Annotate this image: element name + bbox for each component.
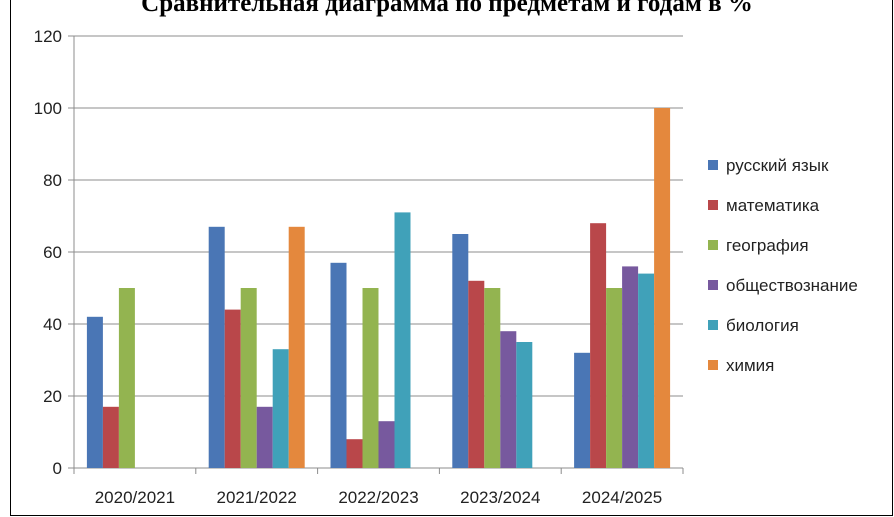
x-axis: 2020/2021 2021/2022 2022/2023 2023/2024 2024…: [73, 467, 684, 507]
legend-label: русский язык: [726, 156, 829, 175]
legend-label: химия: [726, 356, 774, 375]
bars: [86, 108, 671, 468]
legend-swatch: [708, 240, 718, 250]
bar-3-3: [500, 331, 517, 468]
x-tick-label: 2022/2023: [338, 488, 418, 507]
bar-4-3: [516, 342, 533, 468]
bar-0-4: [574, 352, 591, 468]
legend-swatch: [708, 200, 718, 210]
bar-3-4: [622, 266, 639, 468]
legend-swatch: [708, 280, 718, 290]
bar-5-4: [654, 108, 671, 468]
bar-2-3: [484, 288, 501, 468]
bar-1-4: [590, 223, 607, 468]
legend-label: математика: [726, 196, 820, 215]
chart-title: Сравнительная диаграмма по предметам и г…: [141, 0, 753, 17]
x-tick-label: 2024/2025: [582, 488, 662, 507]
bar-2-0: [118, 288, 135, 468]
y-axis: 0 20 40 60 80 100 120: [34, 27, 75, 478]
bar-1-3: [468, 280, 485, 468]
y-tick-label: 100: [34, 99, 62, 118]
bar-1-2: [346, 439, 363, 468]
bar-0-3: [452, 234, 469, 468]
bar-3-1: [256, 406, 273, 468]
y-tick-label: 80: [43, 171, 62, 190]
bar-3-2: [378, 421, 395, 468]
bar-0-1: [208, 226, 225, 468]
bar-1-0: [102, 406, 119, 468]
bar-4-2: [394, 212, 411, 468]
y-tick-label: 20: [43, 387, 62, 406]
bar-0-2: [330, 262, 347, 468]
bar-2-2: [362, 288, 379, 468]
y-tick-label: 40: [43, 315, 62, 334]
bar-0-0: [86, 316, 103, 468]
y-tick-label: 60: [43, 243, 62, 262]
legend-swatch: [708, 360, 718, 370]
bar-4-4: [638, 273, 655, 468]
y-tick-label: 120: [34, 27, 62, 46]
legend-label: география: [726, 236, 809, 255]
bar-2-4: [606, 288, 623, 468]
legend-swatch: [708, 160, 718, 170]
legend-swatch: [708, 320, 718, 330]
bar-4-1: [272, 349, 289, 468]
legend-label: обществознание: [726, 276, 858, 295]
y-tick-label: 0: [53, 459, 62, 478]
legend-label: биология: [726, 316, 799, 335]
x-tick-label: 2021/2022: [217, 488, 297, 507]
chart-frame: [10, 0, 893, 516]
bar-2-1: [240, 288, 257, 468]
bar-5-1: [288, 226, 305, 468]
legend: русский язык математика география обществоз…: [708, 156, 858, 375]
bar-1-1: [224, 309, 241, 468]
x-tick-label: 2020/2021: [95, 488, 175, 507]
x-tick-label: 2023/2024: [460, 488, 540, 507]
